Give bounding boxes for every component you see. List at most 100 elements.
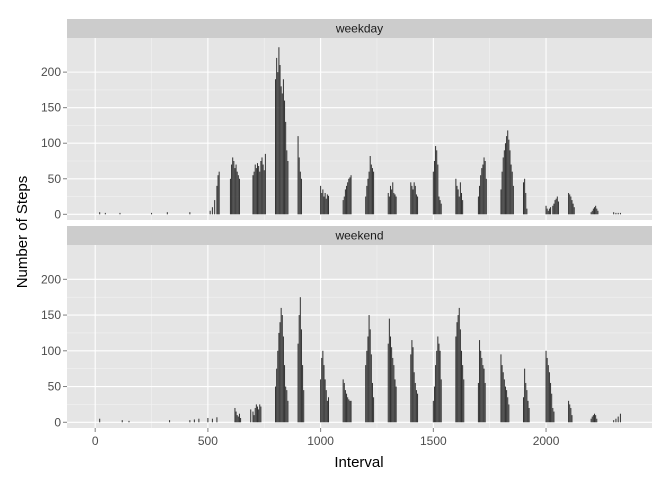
bar — [417, 393, 419, 423]
bar — [526, 390, 528, 423]
bar — [342, 200, 344, 215]
bar — [462, 365, 464, 423]
bar — [263, 170, 265, 215]
bar — [479, 340, 481, 423]
bar — [252, 411, 254, 423]
bar — [121, 420, 123, 423]
bar — [481, 168, 483, 215]
bar — [481, 357, 483, 423]
x-tick-label: 500 — [198, 434, 218, 448]
bar — [483, 368, 485, 423]
facet-strip — [67, 226, 652, 245]
bar — [282, 336, 284, 423]
bar — [297, 136, 299, 215]
bar — [477, 196, 479, 215]
bar — [278, 47, 280, 215]
bar — [320, 185, 322, 215]
bar — [254, 164, 256, 215]
bar — [260, 406, 262, 423]
bar — [262, 164, 264, 215]
bar — [417, 196, 419, 215]
bar — [548, 372, 550, 423]
bar — [285, 121, 287, 215]
bar — [546, 357, 548, 423]
bar — [99, 418, 101, 423]
bar — [500, 354, 502, 423]
facet-strip — [67, 19, 652, 38]
bar — [411, 185, 413, 215]
bar — [572, 203, 574, 215]
bar — [229, 178, 231, 215]
y-tick-label: 0 — [54, 207, 61, 221]
bar — [591, 416, 593, 423]
bar — [366, 185, 368, 215]
bar — [548, 208, 550, 215]
bar — [276, 368, 278, 423]
bar — [300, 329, 302, 423]
bar — [261, 157, 263, 215]
bar — [235, 164, 237, 215]
bar — [348, 178, 350, 215]
bar — [522, 182, 525, 215]
facet-panel-weekend: weekend 0 50 100 150 200 — [41, 226, 652, 429]
bar — [414, 382, 416, 423]
bar — [299, 171, 301, 215]
bar — [252, 175, 254, 215]
bar — [551, 393, 553, 423]
bar — [508, 404, 510, 423]
y-tick-label: 0 — [54, 415, 61, 429]
bar-series — [99, 47, 621, 215]
bar — [527, 400, 529, 423]
bar — [231, 164, 233, 215]
bar — [438, 343, 440, 423]
bar — [439, 350, 441, 423]
bar — [277, 350, 279, 423]
bar — [286, 390, 288, 423]
bar — [350, 400, 352, 423]
bar — [324, 192, 326, 215]
y-tick-label: 150 — [41, 308, 61, 322]
bar — [547, 210, 549, 215]
bar — [619, 212, 621, 215]
bar — [613, 420, 615, 423]
bar — [389, 185, 392, 215]
bar — [436, 350, 438, 423]
bar — [433, 386, 435, 423]
bar — [366, 350, 368, 423]
bar — [596, 418, 598, 423]
bar — [238, 178, 240, 215]
bar — [411, 340, 413, 423]
bar — [504, 386, 506, 423]
bar — [349, 400, 351, 423]
facet-panels: weekday 0 50 100 150 200 weekend 0 50 100 150 200 — [41, 19, 652, 429]
bar — [324, 379, 326, 423]
bar — [502, 372, 504, 423]
bar — [480, 350, 482, 423]
bar — [281, 315, 283, 423]
bar — [387, 192, 389, 215]
bar — [595, 415, 597, 423]
bar — [322, 189, 324, 215]
bar — [553, 203, 555, 215]
bar — [461, 350, 463, 423]
x-tick-label: 2000 — [533, 434, 560, 448]
bar — [546, 208, 548, 215]
y-axis-title: Number of Steps — [14, 176, 31, 289]
bar — [526, 208, 528, 215]
bar — [347, 182, 349, 215]
bar — [570, 196, 572, 215]
bar — [455, 336, 457, 423]
bar — [510, 164, 512, 215]
bar — [326, 194, 328, 215]
bar — [550, 207, 552, 215]
bar — [169, 420, 171, 423]
bar — [594, 207, 596, 215]
bar — [568, 192, 570, 215]
bar — [436, 150, 438, 215]
bar — [373, 171, 375, 215]
bar — [459, 329, 461, 423]
bar — [458, 307, 460, 423]
bar — [592, 415, 594, 423]
bar — [504, 143, 506, 215]
